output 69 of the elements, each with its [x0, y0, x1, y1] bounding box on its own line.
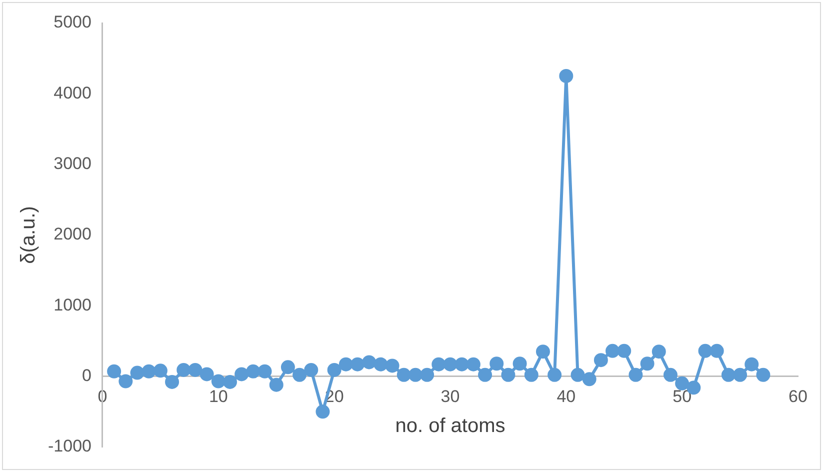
point — [443, 357, 458, 372]
point — [130, 366, 144, 380]
y-tick-label: 2000 — [54, 224, 92, 244]
point — [490, 356, 504, 371]
point — [385, 358, 400, 373]
point — [710, 344, 724, 358]
point — [640, 356, 654, 371]
point — [501, 368, 516, 382]
x-tick-label: 30 — [440, 387, 460, 406]
point — [142, 364, 156, 378]
y-tick-label: -1000 — [48, 436, 92, 456]
point — [362, 355, 376, 370]
point — [280, 360, 295, 374]
point — [408, 368, 422, 382]
point — [512, 356, 527, 371]
y-axis-title: δ(a.u.) — [18, 206, 40, 264]
point — [234, 367, 249, 382]
point — [698, 344, 712, 358]
point — [756, 368, 770, 382]
point — [432, 357, 446, 372]
point — [107, 364, 122, 378]
y-tick-label: 3000 — [54, 154, 92, 174]
point — [420, 368, 434, 382]
point — [606, 344, 620, 358]
x-tick-label: 10 — [208, 387, 228, 406]
point — [536, 344, 550, 359]
point — [721, 368, 736, 382]
point — [269, 378, 284, 392]
point — [466, 357, 480, 372]
y-tick-label: 4000 — [54, 83, 92, 102]
point — [524, 368, 538, 382]
point — [165, 374, 180, 389]
point — [374, 357, 388, 372]
point — [222, 374, 237, 389]
point — [211, 374, 226, 388]
point — [338, 357, 353, 372]
point — [652, 344, 666, 359]
point — [663, 368, 678, 382]
point — [350, 357, 365, 372]
point — [200, 367, 214, 382]
point — [153, 364, 168, 378]
point — [617, 344, 632, 358]
point — [246, 364, 260, 378]
point — [733, 368, 748, 382]
point — [594, 353, 608, 368]
x-tick-label: 40 — [556, 387, 576, 406]
y-tick-label: 5000 — [54, 12, 92, 32]
x-axis-title: no. of atoms — [395, 415, 506, 438]
y-tick-label: 1000 — [54, 295, 92, 314]
point — [582, 372, 596, 386]
point — [454, 357, 469, 372]
point — [628, 368, 643, 382]
point — [570, 368, 585, 382]
point — [559, 69, 574, 83]
point — [396, 368, 411, 382]
point — [744, 357, 759, 372]
x-tick-label: 60 — [788, 387, 808, 406]
point — [118, 374, 133, 388]
point — [176, 362, 191, 377]
point — [478, 368, 492, 382]
point — [258, 364, 272, 378]
point — [675, 376, 690, 390]
point — [316, 404, 330, 419]
point — [188, 362, 202, 377]
point — [327, 362, 342, 377]
point — [304, 362, 318, 377]
y-tick-label: 0 — [82, 366, 92, 386]
point — [548, 368, 562, 382]
point — [292, 368, 307, 382]
